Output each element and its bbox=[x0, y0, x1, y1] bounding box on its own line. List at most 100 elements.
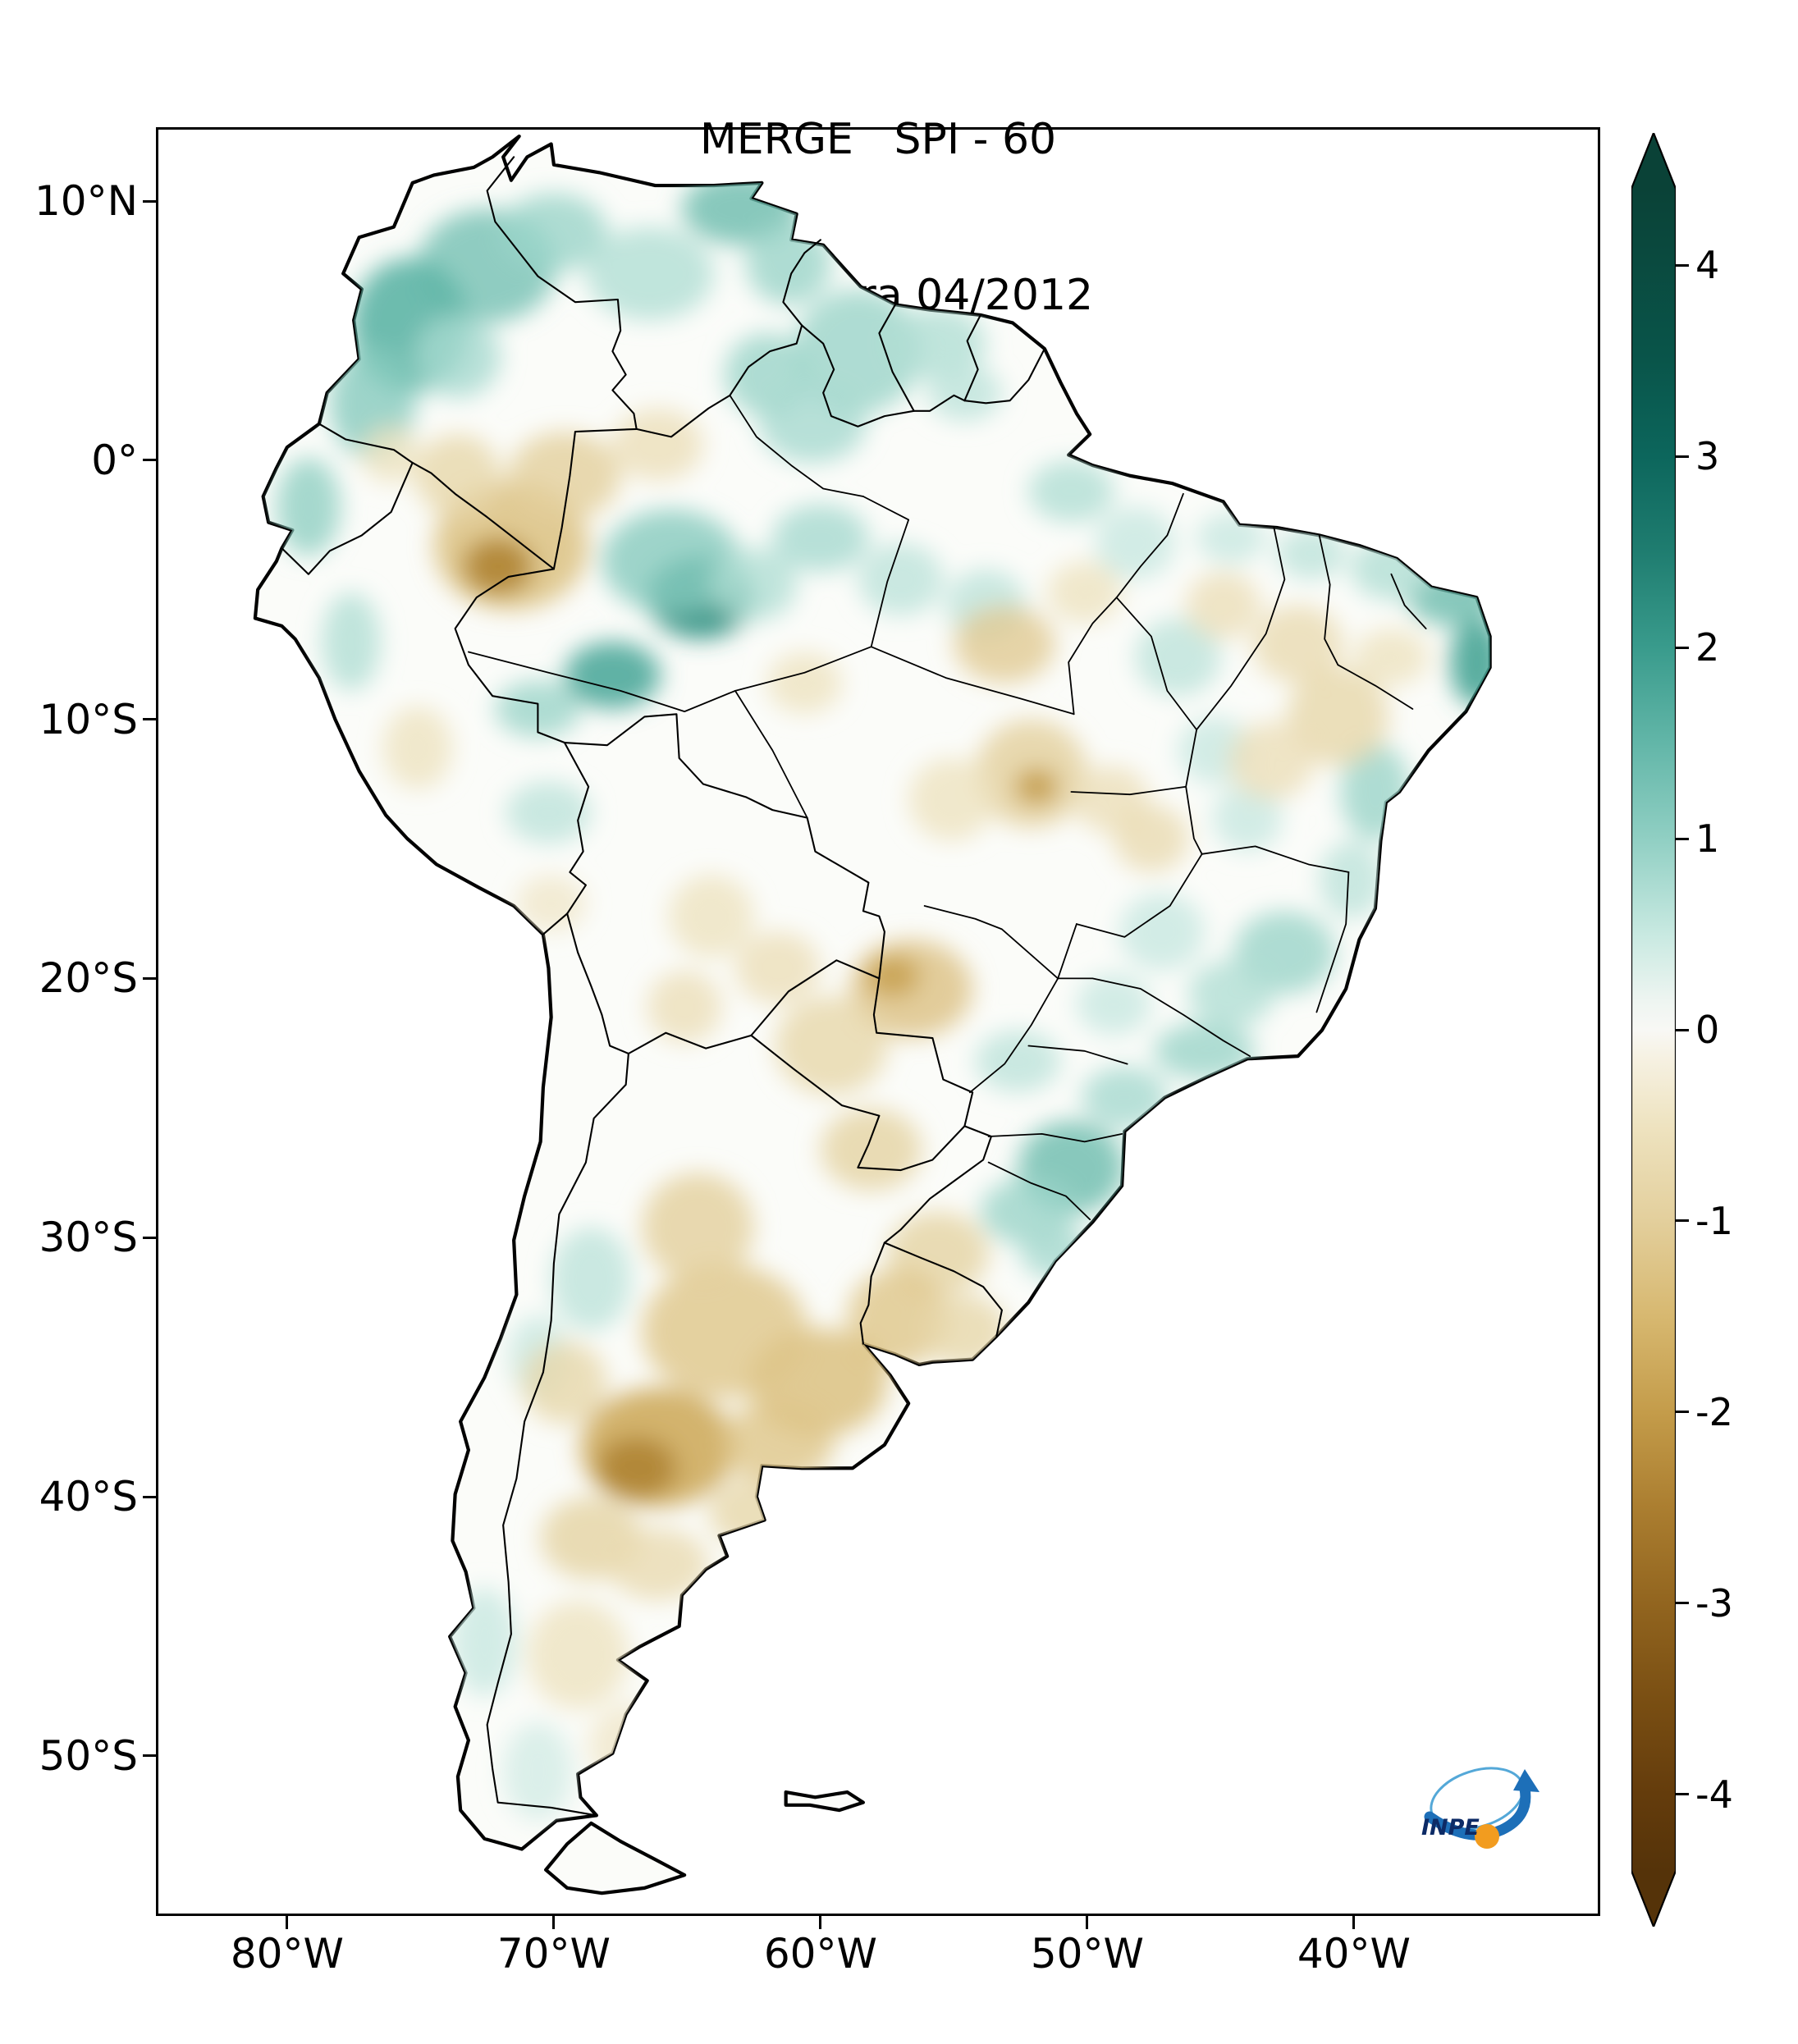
y-axis-tick-label: 50°S bbox=[39, 1731, 138, 1780]
spi-anomaly-region bbox=[1287, 667, 1389, 766]
colorbar-tick-mark bbox=[1676, 1793, 1689, 1796]
falkland-islands-coastline bbox=[786, 1792, 863, 1810]
spi-anomaly-region bbox=[922, 1294, 1008, 1368]
spi-anomaly-region bbox=[1119, 893, 1205, 971]
spi-anomaly-region bbox=[775, 996, 888, 1095]
plot-frame bbox=[156, 127, 1600, 1916]
spi-anomaly-region bbox=[1047, 560, 1123, 624]
spi-anomaly-region bbox=[866, 954, 920, 997]
brazil-state-borders bbox=[469, 396, 1426, 1219]
colorbar-tick-mark bbox=[1676, 837, 1689, 840]
colorbar-tick-label: 2 bbox=[1695, 625, 1720, 670]
spi-anomaly-region bbox=[1188, 960, 1274, 1028]
spi-anomaly-region bbox=[516, 875, 586, 932]
y-axis-tick-label: 40°S bbox=[39, 1473, 138, 1520]
y-axis-tick-mark bbox=[143, 718, 156, 721]
spi-anomaly-region bbox=[463, 537, 533, 596]
spi-anomaly-region bbox=[1135, 618, 1221, 697]
spi-anomaly-region bbox=[508, 432, 621, 520]
spi-anomaly-region bbox=[1351, 537, 1432, 601]
spi-anomaly-region bbox=[745, 222, 831, 305]
spi-anomaly-region bbox=[521, 1341, 607, 1424]
y-axis-tick-mark bbox=[143, 459, 156, 462]
spi-anomaly-region bbox=[1186, 571, 1261, 639]
spi-anomaly-region bbox=[564, 641, 661, 709]
spi-anomaly-region bbox=[1076, 973, 1151, 1036]
south-america-spi-map bbox=[156, 127, 1600, 1916]
spi-anomaly-region bbox=[1020, 1227, 1091, 1279]
plot-title: MERGE SPI - 60 bbox=[699, 114, 1057, 164]
spi-anomaly-region bbox=[668, 875, 754, 958]
spi-anomaly-region bbox=[926, 364, 1002, 422]
spi-anomaly-region bbox=[1095, 506, 1176, 580]
inpe-logo-text: INPE bbox=[1421, 1815, 1480, 1841]
x-axis-tick-mark bbox=[1086, 1916, 1089, 1929]
spi-anomaly-region bbox=[772, 504, 869, 572]
spi-anomaly-region bbox=[642, 1263, 807, 1398]
spi-anomaly-region bbox=[276, 457, 341, 556]
colorbar-tick-label: 1 bbox=[1695, 816, 1720, 862]
spi-anomaly-region bbox=[890, 307, 986, 380]
spi-anomaly-region bbox=[711, 548, 797, 621]
spi-anomaly-region bbox=[1212, 784, 1283, 852]
spi-anomaly-region bbox=[588, 1703, 675, 1787]
spi-anomaly-region bbox=[606, 1527, 709, 1601]
colorbar-tick-label: -1 bbox=[1695, 1198, 1733, 1243]
colorbar-tick-mark bbox=[1676, 263, 1689, 267]
y-axis-tick-mark bbox=[143, 199, 156, 203]
spi-anomaly-region bbox=[596, 1437, 677, 1500]
spi-anomaly-region bbox=[642, 1173, 754, 1282]
spi-anomaly-region bbox=[1028, 460, 1114, 523]
spi-anomaly-region bbox=[1154, 1022, 1256, 1080]
y-axis-tick-label: 30°S bbox=[39, 1214, 138, 1262]
spi-anomaly-region bbox=[506, 781, 592, 844]
spi-anomaly-region bbox=[382, 706, 453, 789]
spi-anomaly-region bbox=[954, 605, 1055, 684]
colorbar-tick-mark bbox=[1676, 646, 1689, 649]
y-axis-tick-label: 20°S bbox=[39, 954, 138, 1003]
x-axis-tick-label: 70°W bbox=[496, 1930, 611, 1978]
x-axis-tick-mark bbox=[1352, 1916, 1356, 1929]
colorbar-tick-label: 3 bbox=[1695, 434, 1720, 479]
y-axis-tick-mark bbox=[143, 1495, 156, 1498]
spi-anomaly-region bbox=[503, 1722, 573, 1821]
spi-anomaly-region bbox=[414, 434, 501, 518]
x-axis-tick-mark bbox=[552, 1916, 556, 1929]
x-axis-tick-mark bbox=[819, 1916, 822, 1929]
spi-anomaly-region bbox=[602, 509, 741, 614]
colorbar-tick-label: -4 bbox=[1695, 1772, 1733, 1817]
spi-anomaly-region bbox=[766, 652, 842, 715]
colorbar-tick-label: 0 bbox=[1695, 1008, 1720, 1052]
spi-anomaly-region bbox=[847, 1269, 949, 1368]
x-axis-tick-label: 60°W bbox=[763, 1930, 877, 1978]
geo-layer bbox=[255, 136, 1503, 1893]
spi-anomaly-region bbox=[647, 970, 722, 1044]
spi-anomaly-region bbox=[794, 289, 922, 414]
spi-anomaly-region bbox=[858, 542, 944, 616]
spi-anomaly-region bbox=[452, 1587, 517, 1697]
inpe-logo-arrowhead bbox=[1513, 1769, 1540, 1792]
spi-anomaly-region bbox=[759, 385, 867, 463]
spi-anomaly-region bbox=[612, 408, 703, 482]
y-axis-tick-mark bbox=[143, 1754, 156, 1758]
spi-anomaly-region bbox=[1319, 841, 1384, 919]
x-axis-tick-label: 50°W bbox=[1030, 1930, 1144, 1978]
y-axis-tick-label: 10°S bbox=[39, 695, 138, 743]
spi-anomaly-region bbox=[527, 1600, 629, 1709]
spi-anomaly-region bbox=[721, 1401, 835, 1484]
spi-anomaly-region bbox=[1015, 768, 1059, 805]
colorbar-tick-mark bbox=[1676, 1028, 1689, 1031]
y-axis-tick-mark bbox=[143, 1236, 156, 1239]
inpe-logo-arrow bbox=[1424, 1783, 1531, 1841]
y-axis-tick-label: 10°N bbox=[34, 177, 138, 225]
spi-anomaly-region bbox=[500, 193, 607, 272]
colorbar-tick-mark bbox=[1676, 1219, 1689, 1223]
spi-anomaly-region bbox=[1449, 618, 1490, 706]
spi-anomaly-region bbox=[585, 226, 714, 321]
colorbar bbox=[1631, 133, 1676, 1927]
spi-anomaly-region bbox=[820, 1108, 922, 1191]
colorbar-tick-mark bbox=[1676, 1602, 1689, 1605]
country-borders bbox=[281, 157, 1044, 1815]
inpe-logo-dot bbox=[1475, 1824, 1499, 1849]
